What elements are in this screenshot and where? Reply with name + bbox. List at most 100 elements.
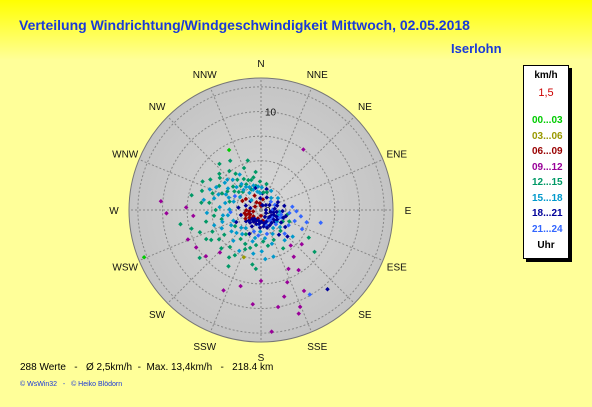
data-point [272, 206, 278, 212]
legend-item: 00...03 [532, 115, 563, 126]
data-point [282, 224, 288, 230]
data-point [238, 283, 243, 289]
direction-label: S [258, 353, 265, 364]
data-point [260, 203, 265, 208]
data-point [294, 208, 299, 214]
direction-label: SSE [307, 342, 327, 353]
data-point [271, 217, 276, 222]
legend-item: 15...18 [532, 192, 563, 204]
legend-item: 12...15 [532, 177, 563, 188]
direction-label: WSW [112, 262, 138, 273]
direction-label: SW [149, 310, 166, 321]
data-point [270, 225, 276, 231]
data-point [318, 220, 324, 225]
data-point [274, 217, 280, 222]
data-point [254, 200, 259, 205]
data-point [307, 292, 313, 297]
data-point [250, 262, 255, 267]
grid-spoke [260, 159, 384, 211]
data-point [301, 147, 306, 152]
data-point [253, 266, 259, 272]
footer-average: Ø 2,5km/h [85, 362, 133, 373]
radial-tick-label: 10 [265, 107, 277, 118]
direction-label: ENE [387, 150, 408, 161]
radial-tick-label: 0 [265, 206, 271, 217]
data-point [281, 294, 287, 299]
grid-spoke [167, 209, 262, 304]
data-point [268, 199, 274, 205]
grid-spoke [210, 209, 262, 333]
data-point [257, 200, 263, 206]
data-point [221, 288, 226, 293]
direction-label: SE [358, 310, 372, 321]
data-point [197, 255, 202, 261]
data-point [296, 267, 301, 273]
data-point [264, 231, 270, 237]
data-point [267, 223, 272, 228]
direction-label: SSW [193, 342, 216, 353]
footer-max: Max. 13,4km/h [146, 362, 213, 373]
grid-ring [137, 86, 385, 334]
data-point [277, 209, 282, 214]
data-point [262, 236, 268, 241]
chart-title: Verteilung Windrichtung/Windgeschwindigk… [19, 17, 470, 33]
credits: © WsWin32 - © Heiko Blödorn [20, 381, 123, 388]
data-point [287, 219, 292, 224]
data-point [278, 212, 284, 217]
legend-item: 09...12 [532, 161, 563, 173]
data-point [280, 208, 285, 214]
data-point [291, 254, 297, 260]
data-point [276, 232, 282, 237]
legend-average: 1,5 [538, 87, 554, 99]
grid-spoke [167, 116, 262, 211]
data-point [296, 311, 301, 316]
data-point [280, 246, 286, 251]
data-point [285, 234, 290, 239]
data-point [258, 213, 264, 219]
grid-spoke [260, 209, 312, 333]
radial-tick-labels: 0 10 [265, 107, 277, 217]
data-point [255, 184, 261, 189]
data-point [264, 181, 269, 187]
data-point [263, 256, 268, 262]
data-point [241, 254, 247, 260]
data-point [275, 304, 281, 310]
legend-unit: km/h [534, 70, 558, 81]
credit-wswin: © WsWin32 [20, 381, 58, 388]
data-point [232, 252, 238, 258]
legend-item: 06...09 [532, 146, 563, 157]
location-label: Iserlohn [451, 41, 502, 56]
footer-stats: 288 Werte - Ø 2,5km/h - Max. 13,4km/h - … [20, 362, 274, 373]
data-point [277, 224, 283, 230]
direction-label: E [405, 206, 412, 217]
data-point [286, 266, 291, 272]
data-point [269, 329, 274, 334]
footer-count: 288 Werte [20, 362, 66, 373]
data-point [297, 304, 303, 310]
legend-item: 21...24 [532, 223, 563, 235]
footer-distance: 218.4 km [232, 362, 274, 373]
direction-label: W [109, 206, 119, 217]
direction-label: NNW [193, 70, 217, 81]
grid-spoke [260, 116, 355, 211]
data-point [250, 301, 256, 307]
grid-ring [161, 110, 361, 310]
direction-label: N [257, 59, 264, 70]
data-point [290, 234, 295, 239]
data-point [258, 278, 264, 284]
data-point [265, 243, 271, 249]
direction-labels: N NNE NE ENE E ESE SE SSE S SSW SW WSW W WNW NW NNW [109, 59, 411, 364]
legend-hour-label: Uhr [537, 240, 555, 251]
direction-label: ESE [387, 262, 407, 273]
data-point [301, 288, 307, 294]
polar-grid [129, 78, 393, 342]
data-point [261, 190, 266, 195]
header-band [0, 0, 592, 60]
direction-label: WNW [112, 150, 139, 161]
data-point [274, 214, 279, 219]
credit-author: © Heiko Blödorn [71, 381, 123, 388]
data-point [259, 249, 264, 254]
data-point [285, 279, 290, 285]
grid-spoke [138, 159, 262, 211]
data-point [226, 255, 232, 260]
